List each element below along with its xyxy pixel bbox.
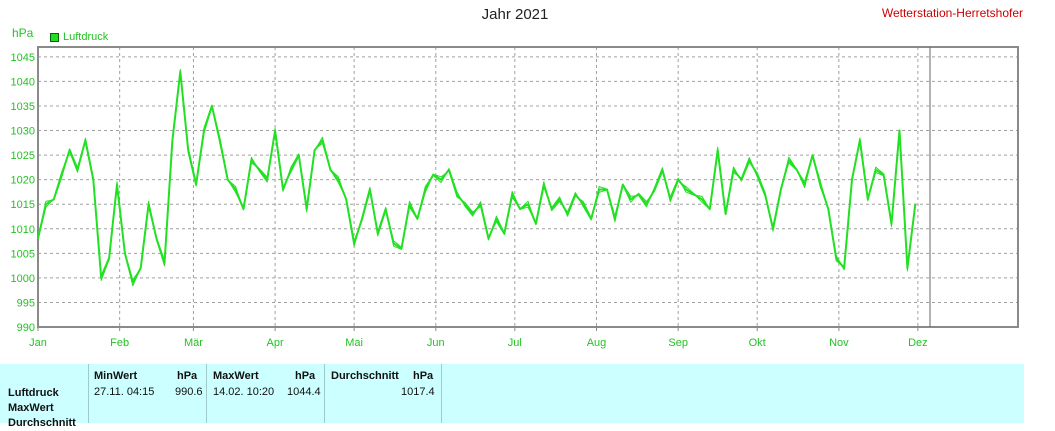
x-tick-label: Feb [110, 337, 129, 349]
y-tick-label: 1005 [11, 248, 35, 260]
stats-panel: Luftdruck MaxWert Durchschnitt MinWert h… [0, 364, 1024, 429]
stats-col-divider [441, 364, 442, 423]
chart-title: Jahr 2021 [481, 6, 549, 23]
max-header: MaxWert [213, 370, 259, 382]
y-axis-unit: hPa [12, 26, 34, 40]
y-tick-label: 1045 [11, 52, 35, 64]
stats-col-min: MinWert hPa 27.11. 04:15 990.6 [88, 364, 207, 423]
pressure-chart: 990 995 1000 1005 1010 1015 1020 1025 1030 1035 10… [11, 46, 1019, 349]
x-tick-label: Mai [345, 337, 363, 349]
x-tick-label: Mär [184, 337, 203, 349]
station-name: Wetterstation-Herretshofer [881, 6, 1023, 20]
row-label-maxwert: MaxWert [8, 402, 54, 414]
x-tick-label: Jul [508, 337, 522, 349]
x-tick-label: Aug [587, 337, 607, 349]
y-tick-label: 990 [17, 322, 35, 334]
plot-area-frame [37, 46, 1019, 328]
row-label-durchschnitt: Durchschnitt [8, 417, 76, 429]
series-lines [37, 68, 917, 287]
max-time: 14.02. 10:20 [213, 386, 275, 398]
stats-col-avg: Durchschnitt hPa 1017.4 [324, 364, 442, 423]
max-value: 1044.4 [287, 386, 321, 398]
legend-swatch [50, 32, 59, 42]
x-tick-label: Apr [267, 337, 284, 349]
avg-unit: hPa [413, 370, 434, 382]
avg-header: Durchschnitt [331, 370, 399, 382]
y-tick-label: 1000 [11, 273, 35, 285]
min-value: 990.6 [175, 386, 203, 398]
stats-row-labels: Luftdruck MaxWert Durchschnitt [8, 386, 76, 431]
min-header: MinWert [94, 370, 138, 382]
min-time: 27.11. 04:15 [94, 386, 155, 398]
y-tick-label: 1035 [11, 101, 35, 113]
y-tick-label: 1020 [11, 175, 35, 187]
stats-col-max: MaxWert hPa 14.02. 10:20 1044.4 [206, 364, 325, 423]
y-tick-label: 1040 [11, 76, 35, 88]
avg-value: 1017.4 [401, 386, 435, 398]
x-tick-label: Jan [29, 337, 47, 349]
legend: Luftdruck [50, 31, 108, 43]
series-line-luftdruck [37, 70, 917, 284]
y-tick-label: 1015 [11, 199, 35, 211]
axis-ticks: 990 995 1000 1005 1010 1015 1020 1025 1030 1035 10… [11, 52, 928, 349]
y-tick-label: 995 [17, 297, 35, 309]
x-tick-label: Sep [668, 337, 688, 349]
grid-lines [38, 47, 1018, 328]
x-tick-label: Nov [829, 337, 849, 349]
legend-label: Luftdruck [63, 31, 109, 43]
max-unit: hPa [295, 370, 316, 382]
min-unit: hPa [177, 370, 198, 382]
x-tick-label: Okt [749, 337, 766, 349]
y-tick-label: 1025 [11, 150, 35, 162]
x-tick-label: Jun [427, 337, 445, 349]
x-tick-label: Dez [908, 337, 928, 349]
y-tick-label: 1030 [11, 126, 35, 138]
y-tick-label: 1010 [11, 224, 35, 236]
row-label-luftdruck: Luftdruck [8, 387, 59, 399]
